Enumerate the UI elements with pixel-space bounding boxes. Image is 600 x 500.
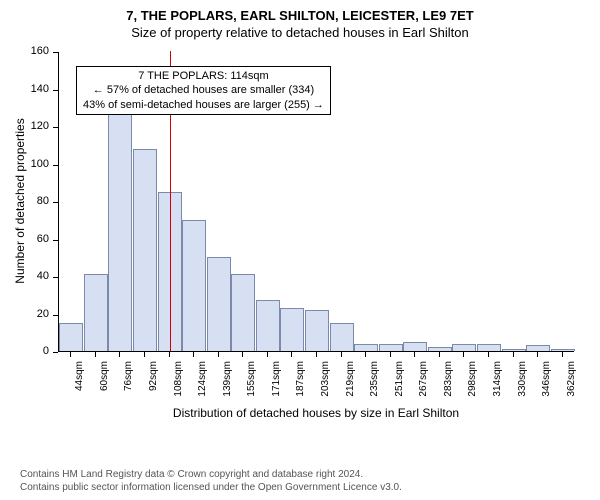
histogram-bar <box>502 349 526 351</box>
x-tick-label: 124sqm <box>197 361 208 405</box>
histogram-bar <box>280 308 304 351</box>
x-tick-label: 76sqm <box>123 361 134 405</box>
x-tick-label: 44sqm <box>74 361 85 405</box>
y-tick-label: 80 <box>0 195 49 207</box>
histogram-bar <box>256 300 280 351</box>
x-tick-mark <box>291 352 292 357</box>
histogram-bar <box>379 344 403 352</box>
histogram-bar <box>428 347 452 351</box>
marker-info-box: 7 THE POPLARS: 114sqm← 57% of detached h… <box>76 66 331 115</box>
x-tick-mark <box>267 352 268 357</box>
x-tick-label: 171sqm <box>271 361 282 405</box>
y-tick-mark <box>53 277 58 278</box>
footer-credits: Contains HM Land Registry data © Crown c… <box>20 468 402 494</box>
histogram-bar <box>182 220 206 351</box>
x-tick-mark <box>169 352 170 357</box>
histogram-bar <box>59 323 83 351</box>
x-tick-mark <box>463 352 464 357</box>
x-tick-mark <box>341 352 342 357</box>
y-tick-mark <box>53 352 58 353</box>
y-tick-mark <box>53 240 58 241</box>
x-tick-mark <box>414 352 415 357</box>
y-tick-label: 60 <box>0 233 49 245</box>
histogram-bar <box>526 345 550 351</box>
x-tick-mark <box>365 352 366 357</box>
y-tick-label: 100 <box>0 158 49 170</box>
x-tick-mark <box>562 352 563 357</box>
x-tick-mark <box>390 352 391 357</box>
x-tick-label: 235sqm <box>369 361 380 405</box>
x-tick-label: 108sqm <box>173 361 184 405</box>
footer-line-2: Contains public sector information licen… <box>20 481 402 494</box>
y-tick-label: 0 <box>0 345 49 357</box>
x-tick-label: 267sqm <box>418 361 429 405</box>
y-tick-label: 140 <box>0 83 49 95</box>
x-tick-label: 155sqm <box>246 361 257 405</box>
histogram-bar <box>551 349 575 351</box>
histogram-bar <box>108 89 132 352</box>
histogram-bar <box>477 344 501 352</box>
x-tick-label: 203sqm <box>320 361 331 405</box>
x-tick-mark <box>70 352 71 357</box>
footer-line-1: Contains HM Land Registry data © Crown c… <box>20 468 402 481</box>
marker-info-line: ← 57% of detached houses are smaller (33… <box>83 83 324 97</box>
chart-container: Number of detached properties Distributi… <box>0 42 600 422</box>
histogram-bar <box>330 323 354 351</box>
x-tick-mark <box>242 352 243 357</box>
x-axis-label: Distribution of detached houses by size … <box>58 406 574 420</box>
y-tick-label: 120 <box>0 120 49 132</box>
x-tick-mark <box>513 352 514 357</box>
x-tick-mark <box>218 352 219 357</box>
x-tick-label: 251sqm <box>394 361 405 405</box>
y-tick-mark <box>53 165 58 166</box>
histogram-bar <box>452 344 476 352</box>
histogram-bar <box>207 257 231 351</box>
x-tick-label: 187sqm <box>295 361 306 405</box>
x-tick-label: 330sqm <box>517 361 528 405</box>
chart-title: 7, THE POPLARS, EARL SHILTON, LEICESTER,… <box>0 8 600 23</box>
x-tick-label: 60sqm <box>99 361 110 405</box>
histogram-bar <box>133 149 157 352</box>
y-tick-mark <box>53 90 58 91</box>
histogram-bar <box>403 342 427 351</box>
x-tick-mark <box>144 352 145 357</box>
x-tick-mark <box>488 352 489 357</box>
x-tick-mark <box>119 352 120 357</box>
y-tick-mark <box>53 202 58 203</box>
x-tick-mark <box>537 352 538 357</box>
histogram-bar <box>231 274 255 351</box>
x-tick-label: 139sqm <box>222 361 233 405</box>
x-tick-label: 283sqm <box>443 361 454 405</box>
x-tick-label: 219sqm <box>345 361 356 405</box>
marker-info-line: 7 THE POPLARS: 114sqm <box>83 69 324 83</box>
x-tick-mark <box>439 352 440 357</box>
y-tick-mark <box>53 315 58 316</box>
x-tick-mark <box>95 352 96 357</box>
y-tick-mark <box>53 127 58 128</box>
y-tick-label: 40 <box>0 270 49 282</box>
x-tick-mark <box>193 352 194 357</box>
histogram-bar <box>354 344 378 352</box>
y-tick-mark <box>53 52 58 53</box>
y-tick-label: 160 <box>0 45 49 57</box>
x-tick-mark <box>316 352 317 357</box>
chart-subtitle: Size of property relative to detached ho… <box>0 25 600 40</box>
x-tick-label: 92sqm <box>148 361 159 405</box>
x-tick-label: 346sqm <box>541 361 552 405</box>
histogram-bar <box>305 310 329 351</box>
marker-info-line: 43% of semi-detached houses are larger (… <box>83 98 324 112</box>
chart-title-block: 7, THE POPLARS, EARL SHILTON, LEICESTER,… <box>0 0 600 40</box>
y-tick-label: 20 <box>0 308 49 320</box>
histogram-bar <box>84 274 108 351</box>
x-tick-label: 298sqm <box>467 361 478 405</box>
x-tick-label: 362sqm <box>566 361 577 405</box>
x-tick-label: 314sqm <box>492 361 503 405</box>
